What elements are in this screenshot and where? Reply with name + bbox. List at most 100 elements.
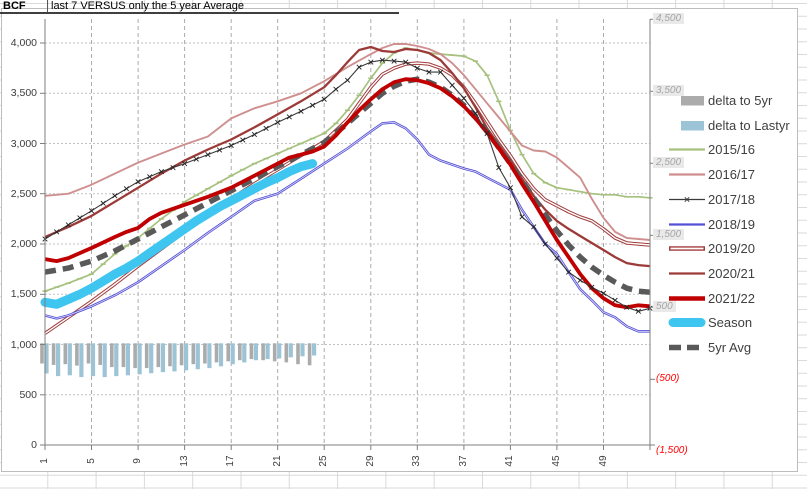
legend-item-season[interactable]: Season — [650, 310, 752, 335]
legend-item-2019-20[interactable]: 2019/20 — [650, 236, 755, 261]
x-marker — [391, 58, 397, 64]
x-marker — [65, 222, 71, 228]
legend-item-5yr-avg[interactable]: 5yr Avg — [650, 335, 751, 360]
right-axis-label: 500 — [653, 300, 676, 312]
legend-bar-swatch — [681, 120, 704, 131]
x-marker — [507, 185, 514, 191]
legend-bar-swatch — [681, 96, 704, 106]
left-axis-label: 3,000 — [10, 137, 37, 150]
x-marker — [123, 186, 130, 192]
x-marker — [565, 269, 572, 275]
x-marker — [414, 65, 420, 71]
x-marker — [635, 308, 642, 314]
x-marker — [170, 164, 176, 171]
legend-item-label: 2016/17 — [708, 167, 755, 183]
bar-delta-lastyr — [125, 343, 130, 376]
x-marker — [263, 125, 269, 132]
cell-bcf-label[interactable]: BCF — [3, 0, 26, 12]
legend-item-label: 2017/18 — [708, 191, 755, 207]
legend-item-label: delta to 5yr — [708, 93, 773, 108]
bar-delta-5yr — [63, 343, 68, 365]
x-marker — [321, 96, 327, 102]
series-2020-21 — [44, 45, 651, 268]
bar-delta-5yr — [261, 343, 265, 361]
series-2019-20 — [44, 61, 651, 335]
legend-item-label: Season — [708, 315, 753, 331]
bar-delta-lastyr — [265, 343, 270, 360]
bar-delta-5yr — [214, 343, 219, 363]
x-marker — [205, 151, 211, 158]
bar-delta-lastyr — [253, 343, 258, 361]
x-marker — [612, 297, 618, 303]
x-marker — [437, 69, 444, 75]
x-marker — [158, 168, 165, 175]
legend-item-label: 2019/20 — [708, 241, 755, 257]
bar-delta-lastyr — [300, 343, 305, 357]
x-axis-label: 45 — [550, 455, 562, 467]
x-marker — [228, 142, 234, 149]
x-axis-label: 37 — [457, 455, 469, 467]
x-marker — [461, 95, 467, 101]
legend-line-swatch — [669, 344, 705, 351]
x-axis-label: 21 — [271, 455, 283, 467]
left-axis-label: 0 — [31, 439, 37, 451]
x-marker — [216, 147, 223, 153]
bar-delta-5yr — [98, 343, 102, 365]
right-axis-label: (500) — [656, 372, 680, 384]
left-axis-label: 500 — [19, 388, 37, 401]
bar-delta-lastyr — [56, 343, 61, 377]
cell-border — [47, 0, 48, 12]
legend-item-2021-22[interactable]: 2021/22 — [650, 286, 755, 311]
bar-delta-lastyr — [312, 343, 317, 356]
legend-item-2020-21[interactable]: 2020/21 — [650, 261, 755, 286]
legend-item-label: delta to Lastyr — [708, 117, 790, 133]
bar-delta-5yr — [144, 343, 149, 369]
cell-chart-description[interactable]: last 7 VERSUS only the 5 year Average — [51, 0, 245, 12]
x-axis-label: 41 — [504, 455, 516, 467]
legend-line-swatch — [669, 196, 705, 202]
bar-delta-lastyr — [102, 343, 107, 378]
left-axis-label: 2,500 — [10, 187, 37, 200]
series-2017-18 — [42, 57, 653, 314]
x-marker — [577, 277, 583, 283]
x-marker — [240, 137, 246, 143]
bar-delta-5yr — [226, 343, 230, 362]
bar-delta-5yr — [179, 343, 184, 366]
left-axis-label: 2,000 — [10, 238, 37, 250]
legend-item-delta-to-lastyr[interactable]: delta to Lastyr — [650, 113, 790, 138]
left-axis-label: 1,000 — [10, 338, 37, 351]
x-marker — [344, 77, 351, 83]
legend-item-2018-19[interactable]: 2018/19 — [650, 212, 755, 237]
bar-delta-5yr — [110, 343, 114, 368]
legend-item-2016-17[interactable]: 2016/17 — [650, 162, 755, 187]
bar-delta-lastyr — [184, 343, 189, 371]
legend-item-2017-18[interactable]: 2017/18 — [650, 187, 755, 212]
x-marker — [542, 241, 548, 247]
bar-delta-lastyr — [172, 343, 177, 372]
bar-delta-lastyr — [288, 343, 293, 358]
spreadsheet-title-row: BCF last 7 VERSUS only the 5 year Averag… — [0, 0, 807, 12]
legend-line-swatch — [669, 246, 705, 251]
legend-item-label: 2015/16 — [708, 142, 755, 158]
bar-delta-lastyr — [137, 343, 142, 375]
bar-delta-5yr — [296, 343, 300, 365]
legend-item-2015-16[interactable]: 2015/16 — [650, 137, 755, 162]
legend-item-delta-to-5yr[interactable]: delta to 5yr — [650, 88, 772, 113]
right-axis-label: 1,500 — [653, 228, 685, 240]
x-axis-label: 9 — [132, 458, 144, 464]
bar-delta-5yr — [191, 343, 196, 365]
x-marker — [309, 102, 316, 108]
bar-delta-5yr — [156, 343, 161, 368]
x-marker — [449, 82, 455, 88]
legend-line-swatch — [668, 318, 706, 328]
bar-delta-lastyr — [90, 343, 96, 377]
x-marker — [589, 284, 595, 290]
x-marker — [496, 164, 502, 171]
bar-delta-5yr — [40, 343, 44, 364]
bar-delta-5yr — [272, 343, 277, 362]
x-marker — [519, 214, 525, 220]
x-marker — [333, 86, 339, 92]
series-season — [40, 159, 318, 309]
bar-delta-lastyr — [277, 343, 282, 359]
